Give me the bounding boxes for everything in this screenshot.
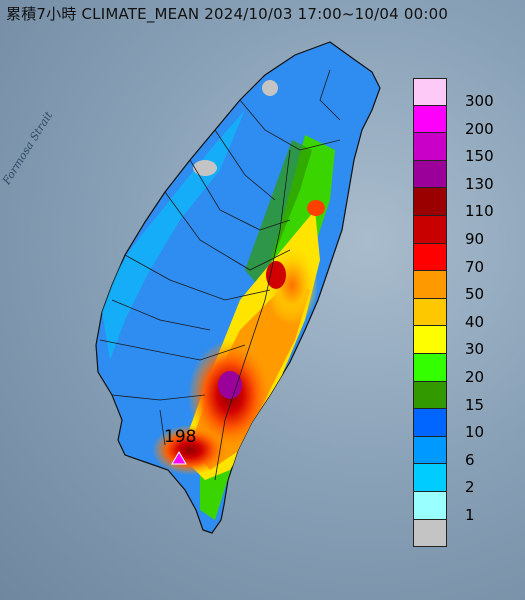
max-rainfall-value: 198 bbox=[164, 427, 197, 447]
legend-label: 6 bbox=[465, 450, 475, 469]
legend-label: 30 bbox=[465, 340, 485, 359]
legend-label: 40 bbox=[465, 312, 485, 331]
max-marker-icon bbox=[171, 451, 187, 465]
legend-swatch bbox=[413, 326, 447, 354]
color-legend: 300 200 150 130 110 90 70 50 40 30 20 15 10 6 2 1 bbox=[413, 78, 494, 548]
legend-swatch bbox=[413, 133, 447, 161]
legend-swatch bbox=[413, 243, 447, 272]
legend-swatch bbox=[413, 353, 447, 382]
legend-swatch bbox=[413, 160, 447, 189]
legend-label: 150 bbox=[465, 147, 494, 166]
legend-label: 15 bbox=[465, 395, 485, 414]
legend-label: 10 bbox=[465, 423, 485, 442]
legend-swatch bbox=[413, 78, 447, 106]
legend-label: 70 bbox=[465, 257, 485, 276]
legend-label: 90 bbox=[465, 230, 485, 248]
map-title: 累積7小時 CLIMATE_MEAN 2024/10/03 17:00~10/0… bbox=[6, 5, 449, 23]
legend-label: 20 bbox=[465, 368, 485, 386]
legend-label: 110 bbox=[465, 202, 494, 221]
legend-label: 50 bbox=[465, 285, 485, 304]
county-boundaries bbox=[99, 69, 341, 481]
legend-label: 300 bbox=[465, 92, 494, 110]
legend-label: 1 bbox=[465, 506, 475, 524]
legend-swatch bbox=[413, 271, 447, 299]
legend-swatch bbox=[413, 491, 447, 520]
legend-swatch bbox=[413, 436, 447, 465]
legend-swatch bbox=[413, 298, 447, 327]
legend-swatch bbox=[413, 409, 447, 437]
legend-swatch bbox=[413, 464, 447, 492]
legend-label: 130 bbox=[465, 174, 494, 193]
legend-swatch bbox=[413, 519, 447, 548]
legend-swatch bbox=[413, 105, 447, 134]
legend-swatch bbox=[413, 188, 447, 216]
legend-swatch bbox=[413, 381, 447, 410]
legend-label: 2 bbox=[465, 478, 475, 497]
legend-swatch bbox=[413, 215, 447, 244]
legend-label: 200 bbox=[465, 119, 494, 138]
